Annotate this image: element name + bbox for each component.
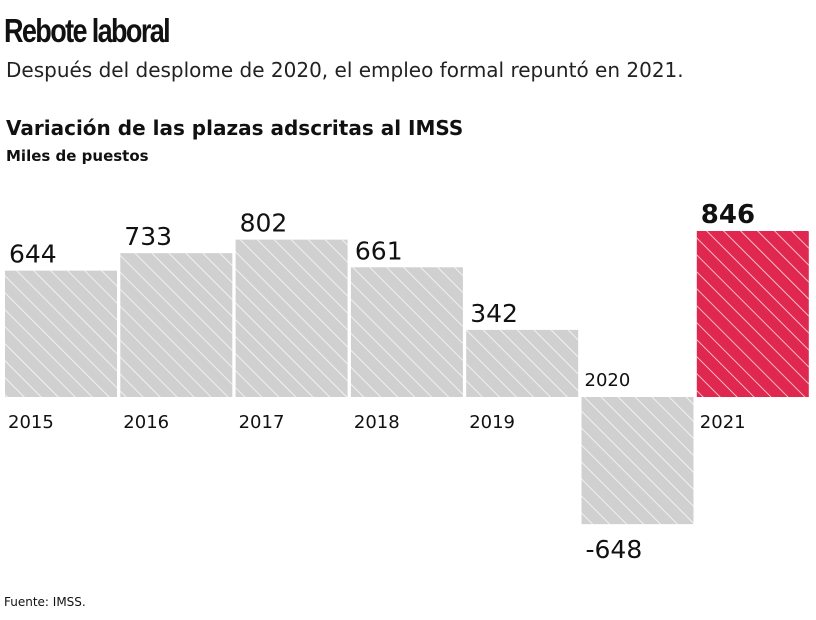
value-label-2020: -648 — [586, 535, 643, 564]
bar-hatch-2017 — [235, 239, 348, 397]
category-label-2018: 2018 — [354, 412, 400, 433]
category-label-2019: 2019 — [469, 412, 515, 433]
value-label-2015: 644 — [9, 240, 57, 269]
headline: Rebote laboral — [4, 12, 171, 49]
category-label-2021: 2021 — [700, 412, 746, 433]
chart-title: Variación de las plazas adscritas al IMS… — [6, 116, 464, 140]
bar-hatch-2015 — [5, 270, 117, 397]
bar-hatch-2018 — [350, 267, 463, 397]
category-label-2015: 2015 — [8, 412, 54, 433]
value-label-2019: 342 — [470, 299, 518, 328]
bar-hatch-2016 — [120, 253, 233, 397]
bar-hatch-2019 — [466, 329, 579, 397]
value-label-2018: 661 — [355, 236, 403, 265]
category-label-2017: 2017 — [239, 412, 285, 433]
subtitle: Después del desplome de 2020, el empleo … — [6, 58, 684, 82]
category-label-2016: 2016 — [123, 412, 169, 433]
value-label-2016: 733 — [124, 222, 172, 251]
value-label-2017: 802 — [240, 209, 288, 238]
bar-hatch-2020 — [581, 397, 694, 525]
unit-label: Miles de puestos — [6, 147, 149, 165]
category-label-2020: 2020 — [585, 370, 631, 391]
source-note: Fuente: IMSS. — [4, 595, 86, 609]
bar-hatch-2021 — [696, 231, 809, 397]
value-label-2021: 846 — [701, 200, 755, 230]
